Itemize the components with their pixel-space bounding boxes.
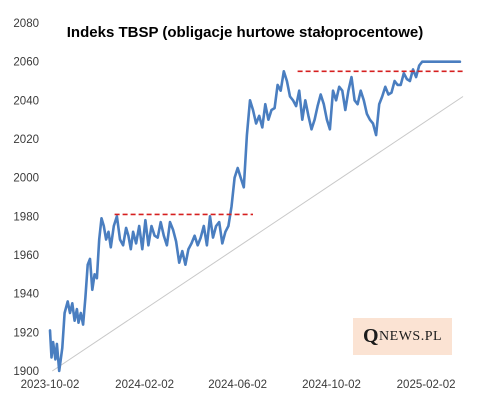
y-tick-label: 2000: [13, 173, 39, 185]
x-tick-label: 2024-10-02: [302, 379, 361, 391]
y-tick-label: 2060: [13, 57, 39, 69]
qnews-logo: Q NEWS.PL: [353, 318, 452, 355]
y-tick-label: 1980: [13, 211, 39, 223]
tbsp-series-line: [48, 60, 462, 373]
y-tick-label: 2020: [13, 134, 39, 146]
x-tick-label: 2024-06-02: [208, 379, 267, 391]
plot-area: [48, 60, 464, 373]
y-axis: 1900 1920 1940 1960 1980 2000 2020 2040 2060 2080: [13, 18, 39, 378]
x-tick-label: 2023-10-02: [21, 379, 80, 391]
x-tick-label: 2025-02-02: [397, 379, 456, 391]
logo-q: Q: [362, 325, 380, 347]
y-tick-label: 1920: [13, 327, 39, 339]
x-tick-label: 2024-02-02: [115, 379, 174, 391]
logo-text: NEWS.PL: [379, 328, 443, 344]
x-axis: 2023-10-02 2024-02-02 2024-06-02 2024-10-02…: [21, 379, 456, 391]
y-tick-label: 1960: [13, 250, 39, 262]
y-tick-label: 1940: [13, 289, 39, 301]
chart-title: Indeks TBSP (obligacje hurtowe stałoproc…: [67, 24, 423, 41]
y-tick-label: 2080: [13, 18, 39, 30]
y-tick-label: 2040: [13, 95, 39, 107]
trend-line: [52, 96, 464, 372]
y-tick-label: 1900: [13, 366, 39, 378]
